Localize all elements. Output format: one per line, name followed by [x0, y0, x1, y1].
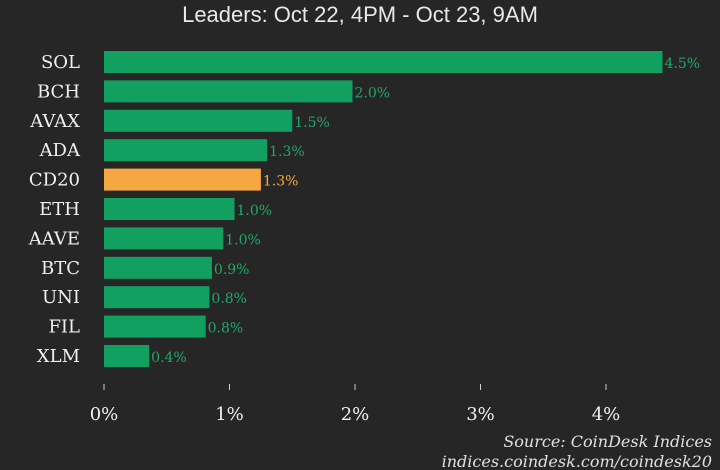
- data-label: 1.3%: [269, 144, 305, 160]
- category-label: XLM: [37, 346, 80, 367]
- bar-ada: [104, 139, 268, 162]
- data-label: 1.3%: [263, 174, 299, 190]
- data-label: 0.8%: [208, 321, 244, 337]
- bar-uni: [104, 286, 210, 309]
- source-text: Source: CoinDesk Indices: [503, 432, 712, 451]
- bar-aave: [104, 227, 224, 250]
- bar-xlm: [104, 345, 150, 367]
- chart-subtitle: Leaders: Oct 22, 4PM - Oct 23, 9AM: [182, 2, 538, 27]
- bar-eth: [104, 198, 235, 220]
- bar-fil: [104, 315, 206, 338]
- data-label: 4.5%: [664, 56, 700, 72]
- bar-cd20: [104, 168, 261, 191]
- category-label: BTC: [41, 258, 80, 279]
- category-label: FIL: [48, 317, 80, 338]
- data-label: 1.0%: [225, 232, 261, 248]
- category-label: ADA: [39, 140, 81, 161]
- bar-btc: [104, 256, 212, 279]
- category-label: AAVE: [28, 228, 80, 249]
- bar-avax: [104, 109, 293, 132]
- data-label: 1.5%: [294, 115, 330, 131]
- category-label: SOL: [41, 52, 80, 73]
- data-label: 1.0%: [237, 203, 273, 219]
- source-url: indices.coindesk.com/coindesk20: [441, 452, 712, 470]
- category-label: AVAX: [29, 111, 80, 132]
- bar-bch: [104, 80, 353, 103]
- x-tick-label: 0%: [90, 404, 119, 425]
- data-label: 0.4%: [151, 350, 187, 366]
- x-tick-label: 2%: [341, 404, 370, 425]
- x-tick-label: 3%: [466, 404, 495, 425]
- category-label: UNI: [42, 287, 80, 308]
- bar-sol: [104, 51, 663, 73]
- category-label: ETH: [39, 199, 80, 220]
- data-label: 0.9%: [214, 262, 250, 278]
- category-label: CD20: [29, 170, 80, 191]
- data-label: 2.0%: [354, 85, 390, 101]
- x-tick-label: 1%: [215, 404, 244, 425]
- category-label: BCH: [37, 81, 80, 102]
- data-label: 0.8%: [211, 291, 247, 307]
- x-tick-label: 4%: [592, 404, 621, 425]
